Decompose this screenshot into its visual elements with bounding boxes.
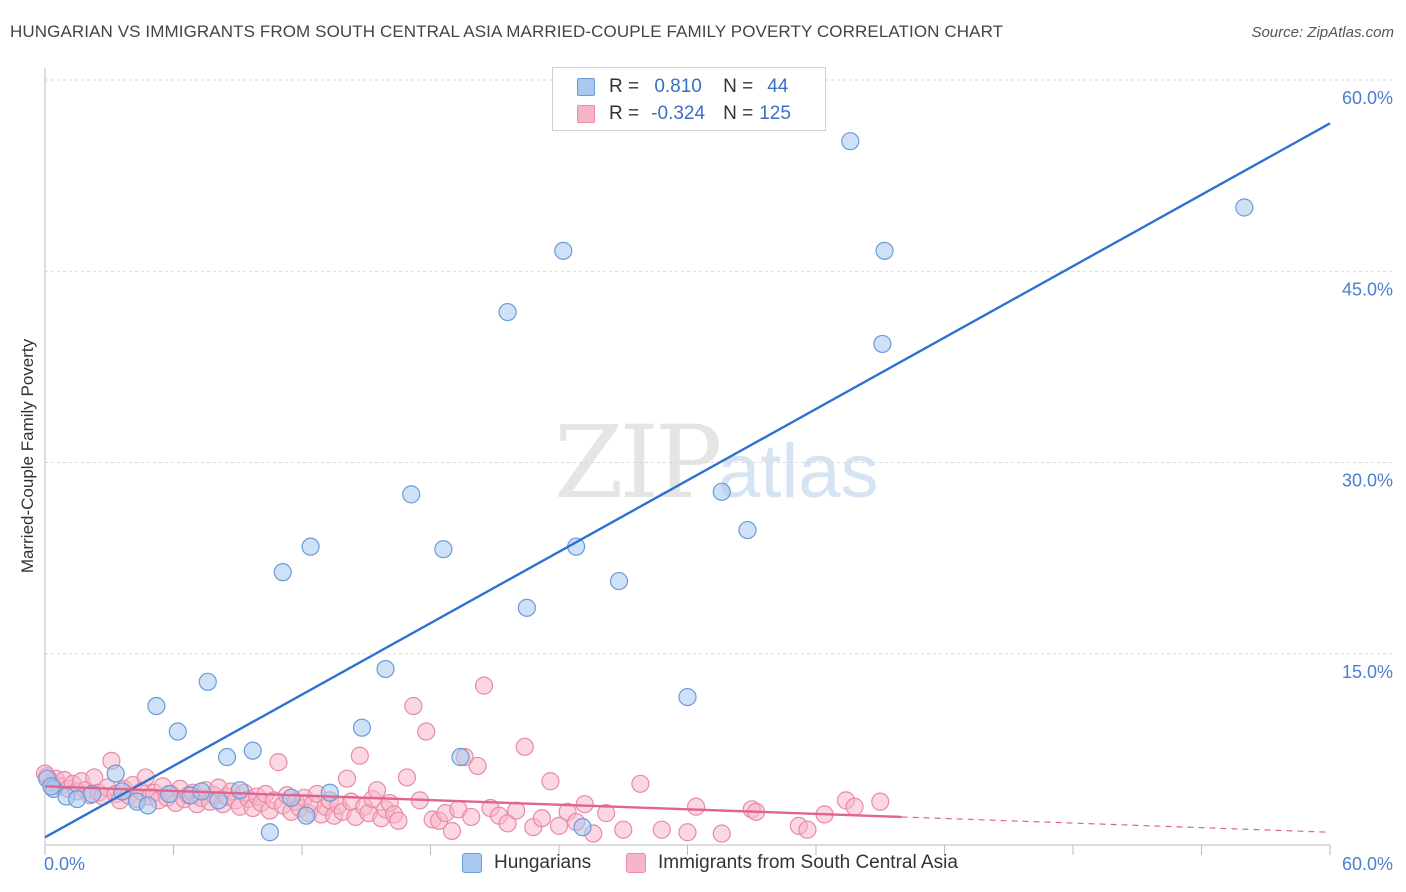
legend-swatch-hungarians <box>462 853 482 873</box>
watermark-atlas: atlas <box>718 429 879 514</box>
hungarian-point <box>138 796 157 815</box>
hungarian-point <box>738 520 757 540</box>
immigrant-point <box>404 696 423 716</box>
immigrant-point <box>631 774 650 793</box>
hungarian-point <box>609 571 629 591</box>
immigrant-point <box>845 797 864 816</box>
hungarian-point <box>320 783 339 802</box>
immigrant-trend-line <box>901 816 1331 833</box>
immigrant-point <box>686 797 706 816</box>
legend-r-value: 0.810 <box>654 76 702 97</box>
immigrant-point <box>575 795 594 814</box>
legend-swatch-pink <box>577 105 595 123</box>
hungarian-point <box>217 747 237 767</box>
immigrant-point <box>532 809 551 828</box>
immigrant-point <box>549 816 569 835</box>
legend-swatch-immigrants <box>626 853 646 873</box>
immigrant-point <box>468 756 487 776</box>
series-legend: Hungarians Immigrants from South Central… <box>0 852 1406 878</box>
hungarian-point <box>243 741 262 760</box>
legend-item-immigrants: Immigrants from South Central Asia <box>626 852 958 874</box>
hungarian-point <box>297 806 316 825</box>
legend-r-value: -0.324 <box>651 103 706 124</box>
source-label: Source: ZipAtlas.com <box>1251 24 1394 41</box>
legend-swatch-blue <box>577 78 595 96</box>
legend-n-value: 125 <box>759 103 791 124</box>
hungarian-point <box>273 563 292 582</box>
immigrant-point <box>350 746 369 765</box>
legend-row-immigrants: R = -0.324 N = 125 <box>577 101 791 127</box>
legend-r-label: R = <box>609 76 640 97</box>
hungarian-point <box>147 696 166 716</box>
x-tick-label: 0.0% <box>44 854 85 874</box>
hungarian-point <box>402 485 421 504</box>
immigrant-point <box>798 820 817 839</box>
hungarian-point <box>160 784 179 804</box>
hungarian-point <box>573 818 592 837</box>
hungarian-point <box>209 791 228 810</box>
legend-row-hungarians: R = 0.810 N = 44 <box>577 74 788 100</box>
immigrant-point <box>367 781 387 800</box>
legend-label-hungarians: Hungarians <box>494 852 592 873</box>
y-tick-label: 15.0% <box>1342 662 1393 682</box>
immigrant-point <box>614 820 633 839</box>
immigrant-point <box>507 801 526 820</box>
immigrant-point <box>442 821 462 841</box>
legend-n-value: 44 <box>767 76 789 97</box>
hungarian-point <box>712 482 731 501</box>
immigrant-trend-line <box>44 785 902 819</box>
immigrant-point <box>474 676 494 695</box>
immigrant-point <box>597 804 616 823</box>
hungarian-point <box>282 788 301 807</box>
immigrant-point <box>462 807 481 827</box>
immigrant-point <box>712 824 731 843</box>
hungarian-point <box>498 302 517 322</box>
hungarian-point <box>1235 198 1254 217</box>
y-tick-label: 30.0% <box>1342 471 1393 491</box>
immigrant-point <box>871 792 890 811</box>
hungarian-point <box>106 764 125 783</box>
hungarian-point <box>230 781 249 800</box>
correlation-legend: R = 0.810 N = 44 R = -0.324 N = 125 <box>552 67 826 131</box>
legend-n-label: N = <box>723 103 754 124</box>
hungarian-point <box>875 241 894 260</box>
immigrant-point <box>389 811 408 830</box>
immigrant-point <box>417 722 436 741</box>
legend-n-label: N = <box>723 76 754 97</box>
hungarian-point <box>678 687 697 707</box>
hungarian-point <box>451 747 470 767</box>
immigrant-point <box>515 737 534 756</box>
hungarian-point <box>554 241 573 260</box>
hungarian-point <box>260 823 279 842</box>
legend-item-hungarians: Hungarians <box>462 852 591 874</box>
x-tick-label: 60.0% <box>1342 854 1393 874</box>
immigrant-point <box>541 772 560 791</box>
hungarian-point <box>352 718 372 737</box>
hungarian-point <box>301 537 320 556</box>
immigrant-point <box>498 814 517 833</box>
hungarian-trend-line <box>44 122 1331 839</box>
legend-label-immigrants: Immigrants from South Central Asia <box>658 852 958 873</box>
chart-title: HUNGARIAN VS IMMIGRANTS FROM SOUTH CENTR… <box>10 22 1004 41</box>
hungarian-point <box>434 540 453 559</box>
y-tick-label: 60.0% <box>1342 88 1393 108</box>
hungarian-point <box>198 672 217 691</box>
immigrant-point <box>397 768 417 787</box>
immigrant-point <box>269 753 288 772</box>
immigrant-point <box>678 823 697 842</box>
hungarian-point <box>841 132 860 151</box>
immigrant-point <box>652 820 671 839</box>
hungarian-point <box>168 722 187 741</box>
hungarian-point <box>517 598 536 617</box>
hungarian-point <box>873 334 892 354</box>
hungarian-point <box>376 659 395 679</box>
hungarian-point <box>83 784 102 804</box>
legend-r-label: R = <box>609 103 640 124</box>
y-tick-label: 45.0% <box>1342 279 1393 299</box>
immigrant-point <box>337 769 357 788</box>
